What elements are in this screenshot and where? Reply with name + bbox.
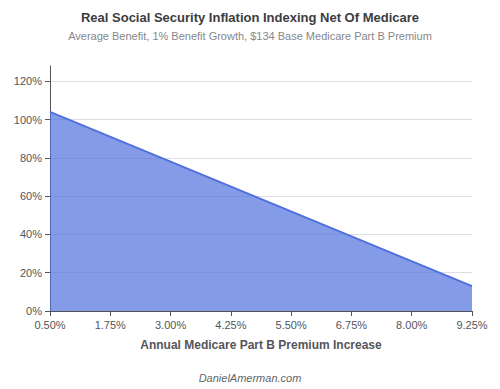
svg-text:0.50%: 0.50% bbox=[34, 319, 65, 331]
svg-text:5.50%: 5.50% bbox=[276, 319, 307, 331]
svg-text:60%: 60% bbox=[20, 190, 42, 202]
svg-text:Average Benefit, 1% Benefit Gr: Average Benefit, 1% Benefit Growth, $134… bbox=[68, 30, 432, 42]
svg-text:120%: 120% bbox=[14, 75, 42, 87]
svg-text:3.00%: 3.00% bbox=[155, 319, 186, 331]
svg-text:40%: 40% bbox=[20, 228, 42, 240]
svg-text:100%: 100% bbox=[14, 114, 42, 126]
svg-text:80%: 80% bbox=[20, 152, 42, 164]
svg-text:8.00%: 8.00% bbox=[396, 319, 427, 331]
svg-text:20%: 20% bbox=[20, 267, 42, 279]
svg-text:9.25%: 9.25% bbox=[456, 319, 487, 331]
svg-text:6.75%: 6.75% bbox=[336, 319, 367, 331]
svg-text:4.25%: 4.25% bbox=[215, 319, 246, 331]
svg-text:DanielAmerman.com: DanielAmerman.com bbox=[199, 372, 302, 384]
svg-text:Annual Medicare Part B Premium: Annual Medicare Part B Premium Increase bbox=[140, 338, 382, 352]
svg-text:1.75%: 1.75% bbox=[95, 319, 126, 331]
svg-text:0%: 0% bbox=[26, 305, 42, 317]
svg-text:Real Social Security Inflation: Real Social Security Inflation Indexing … bbox=[81, 10, 419, 25]
